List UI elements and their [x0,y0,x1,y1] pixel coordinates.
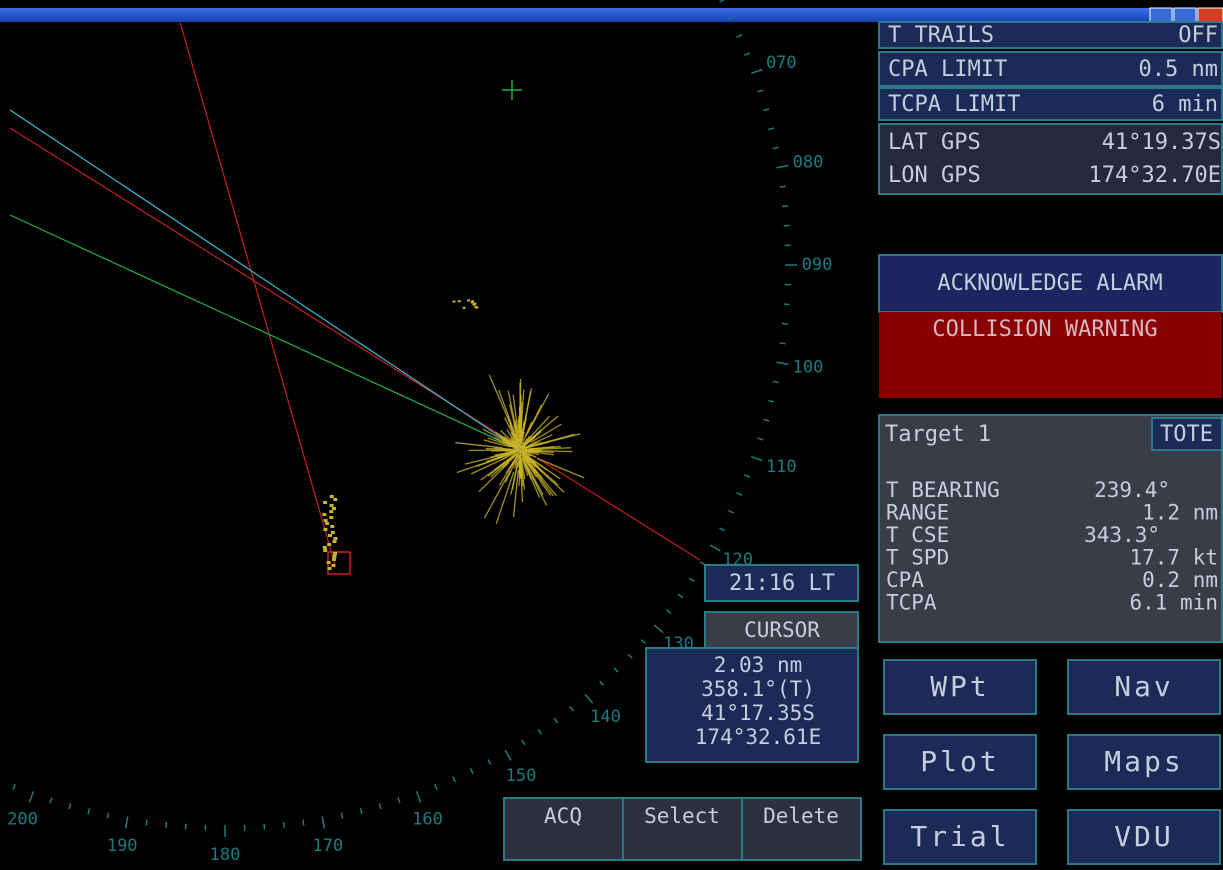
bearing-label: 110 [766,457,797,477]
cursor-line: 41°17.35S [701,701,815,725]
bearing-tick [782,324,788,325]
radar-echo [327,543,331,546]
radar-echo [471,300,474,302]
radar-echo [452,301,455,303]
bearing-tick [166,822,167,828]
menu-button-label: Plot [920,745,999,778]
radar-echo [467,299,470,301]
target-field-value: 1.2 nm [1142,501,1218,525]
radar-echo [333,552,337,555]
radar-echo [323,501,327,504]
target-field-value: 239.4° [1094,478,1170,502]
bearing-label: 070 [766,53,797,73]
gps-value: 174°32.70E [1089,163,1221,188]
bearing-label: 160 [412,809,443,829]
target-field-label: T SPD [886,546,949,570]
radar-echo [333,537,337,540]
target-action-label: Select [644,804,720,828]
target-field-value: 343.3° [1084,523,1160,547]
radar-echo [322,513,326,516]
radar-echo [463,307,466,309]
bearing-label: 100 [793,357,824,377]
bearing-label: 090 [802,255,833,275]
radar-echo [458,300,461,302]
radar-echo [472,304,475,306]
radar-echo [331,531,335,534]
radar-echo [332,555,336,558]
radar-echo [330,495,334,498]
collision-warning-label: COLLISION WARNING [932,317,1157,342]
target-field-value: 17.7 kt [1129,546,1218,570]
radar-echo [324,519,328,522]
bearing-label: 140 [590,707,621,727]
maximize-button[interactable] [1174,8,1196,22]
bearing-label: 180 [210,845,241,865]
radar-echo [329,516,333,519]
radar-echo [474,306,477,308]
target-action-label: Delete [763,804,839,828]
target-field-value: 0.2 nm [1142,568,1218,592]
target-field-label: T BEARING [886,478,1000,502]
radar-echo [323,528,327,531]
radar-echo [328,567,332,570]
close-button[interactable] [1198,8,1223,22]
cursor-title: CURSOR [744,618,820,642]
bearing-label: 200 [7,809,38,829]
target-field-label: RANGE [886,501,949,525]
cursor-line: 174°32.61E [695,725,821,749]
radar-echo [325,522,329,525]
radar-echo [323,549,327,552]
bearing-label: 080 [793,153,824,173]
radar-echo [332,507,336,510]
bearing-label: 150 [506,766,537,786]
bearing-tick [780,343,786,344]
bearing-label: 190 [107,836,138,856]
status-value: 0.5 nm [1139,57,1218,82]
gps-value: 41°19.37S [1102,130,1221,155]
radar-screen: 0700800901001101201301401501601701801902… [0,0,1223,870]
radar-echo [328,534,332,537]
status-label: T TRAILS [888,23,994,48]
cursor-line: 358.1°(T) [701,677,815,701]
menu-button-label: Maps [1104,745,1183,778]
target-action-label: ACQ [544,804,582,828]
minimize-button[interactable] [1150,8,1172,22]
target-field-label: TCPA [886,591,937,615]
clock: 21:16 LT [729,571,835,596]
radar-echo [519,457,520,473]
status-value: OFF [1178,23,1218,48]
radar-echo [330,525,334,528]
radar-echo [333,498,337,501]
radar-echo [332,558,336,561]
menu-button-label: Trial [910,820,1009,853]
radar-echo [327,561,331,564]
bearing-tick [303,820,304,826]
target-field-label: CPA [886,568,924,592]
acknowledge-alarm-label: ACKNOWLEDGE ALARM [937,271,1162,296]
bearing-tick [782,206,788,207]
bearing-tick [146,820,147,826]
status-label: CPA LIMIT [888,57,1007,82]
title-bar [0,8,1223,22]
target-field-label: T CSE [886,523,949,547]
target-title: Target 1 [885,422,991,447]
radar-echo [331,564,335,567]
menu-button-label: VDU [1114,820,1174,853]
bearing-label: 170 [312,836,343,856]
status-value: 6 min [1152,92,1218,117]
radar-echo [323,546,327,549]
radar-echo [330,504,334,507]
target-field-value: 6.1 min [1129,591,1218,615]
menu-button-label: Nav [1114,670,1174,703]
menu-button-label: WPt [930,670,990,703]
radar-echo [329,510,333,513]
status-label: TCPA LIMIT [888,92,1020,117]
bearing-tick [780,186,786,187]
gps-label: LAT GPS [888,130,981,155]
cursor-line: 2.03 nm [714,653,803,677]
bearing-tick [284,822,285,828]
radar-echo [333,540,337,543]
gps-label: LON GPS [888,163,981,188]
tote-label: TOTE [1160,422,1213,447]
